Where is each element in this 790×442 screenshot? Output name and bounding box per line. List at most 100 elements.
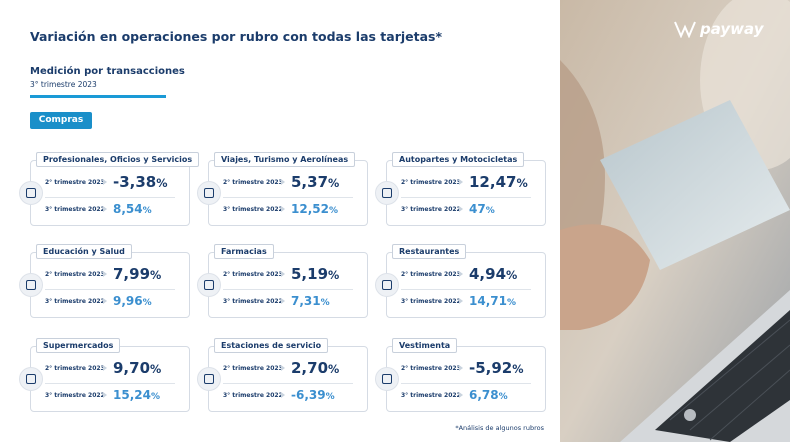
value-unit: % [142, 206, 152, 216]
sector-icon [375, 181, 399, 205]
value-unit: % [506, 298, 516, 308]
row-label: 2° trimestre 2023 [401, 179, 461, 186]
sector-card: Educación y Salud 2° trimestre 2023 7,99% 3… [19, 244, 190, 318]
value-unit: % [150, 269, 162, 282]
footnote: *Análisis de algunos rubros [455, 424, 544, 432]
row-value: 12,47% [469, 173, 528, 191]
logo: payway [700, 20, 764, 38]
row-arrow [281, 179, 285, 185]
row-arrow [103, 365, 107, 371]
value-number: 47 [469, 202, 486, 216]
card-title: Estaciones de servicio [214, 338, 329, 353]
sector-card: Vestimenta 2° trimestre 2023 -5,92% 3° trim… [375, 338, 546, 412]
sector-icon [19, 367, 43, 391]
row-arrow [103, 206, 107, 212]
value-unit: % [320, 298, 330, 308]
value-unit: % [150, 392, 160, 402]
underline [30, 95, 166, 98]
row-arrow [459, 298, 463, 304]
row-label: 3° trimestre 2022 [223, 298, 283, 305]
value-number: 12,47 [469, 173, 517, 191]
sector-icon [19, 181, 43, 205]
category-button[interactable]: Compras [30, 112, 92, 129]
row-value: -3,38% [113, 173, 168, 191]
logo-mark [674, 21, 696, 38]
sector-card: Supermercados 2° trimestre 2023 9,70% 3° tr… [19, 338, 190, 412]
card-title: Vestimenta [392, 338, 458, 353]
row-value: 7,31% [291, 294, 330, 308]
row-value: 9,96% [113, 294, 152, 308]
divider [401, 289, 531, 290]
card-title: Autopartes y Motocicletas [392, 152, 525, 167]
divider [223, 197, 353, 198]
card-title: Educación y Salud [36, 244, 132, 259]
sector-icon [375, 273, 399, 297]
row-label: 2° trimestre 2023 [45, 365, 105, 372]
divider [223, 383, 353, 384]
divider [401, 383, 531, 384]
sector-card: Farmacias 2° trimestre 2023 5,19% 3° trimes… [197, 244, 368, 318]
value-unit: % [506, 269, 518, 282]
period: 3° trimestre 2023 [30, 80, 97, 89]
sector-card: Viajes, Turismo y Aerolíneas 2° trimestre… [197, 152, 368, 226]
sector-card: Restaurantes 2° trimestre 2023 4,94% 3° tri… [375, 244, 546, 318]
sector-icon [197, 367, 221, 391]
value-number: 5,19 [291, 265, 329, 283]
value-number: 12,52 [291, 202, 329, 216]
value-unit: % [498, 392, 508, 402]
icon-glyph [26, 374, 36, 384]
value-number: -5,92 [469, 359, 513, 377]
row-value: 12,52% [291, 202, 338, 216]
row-label: 2° trimestre 2023 [401, 271, 461, 278]
value-unit: % [142, 298, 152, 308]
icon-glyph [382, 280, 392, 290]
value-number: -3,38 [113, 173, 157, 191]
value-number: 15,24 [113, 388, 151, 402]
row-value: 8,54% [113, 202, 152, 216]
value-number: 7,99 [113, 265, 151, 283]
value-unit: % [150, 363, 162, 376]
row-arrow [281, 392, 285, 398]
row-label: 2° trimestre 2023 [45, 271, 105, 278]
icon-glyph [26, 188, 36, 198]
row-value: -5,92% [469, 359, 524, 377]
value-unit: % [325, 392, 335, 402]
row-label: 2° trimestre 2023 [223, 271, 283, 278]
row-label: 2° trimestre 2023 [401, 365, 461, 372]
photo [560, 0, 790, 442]
icon-glyph [382, 374, 392, 384]
value-number: 4,94 [469, 265, 507, 283]
value-unit: % [328, 363, 340, 376]
value-number: 5,37 [291, 173, 329, 191]
sector-icon [197, 181, 221, 205]
icon-glyph [382, 188, 392, 198]
row-label: 3° trimestre 2022 [401, 298, 461, 305]
sector-icon [375, 367, 399, 391]
row-arrow [459, 365, 463, 371]
divider [223, 289, 353, 290]
row-value: 15,24% [113, 388, 160, 402]
value-unit: % [156, 177, 168, 190]
value-number: 14,71 [469, 294, 507, 308]
value-number: 9,70 [113, 359, 151, 377]
icon-glyph [204, 280, 214, 290]
row-arrow [459, 206, 463, 212]
value-unit: % [328, 177, 340, 190]
row-arrow [281, 365, 285, 371]
row-label: 3° trimestre 2022 [401, 206, 461, 213]
row-value: 4,94% [469, 265, 517, 283]
row-value: 2,70% [291, 359, 339, 377]
row-label: 3° trimestre 2022 [45, 392, 105, 399]
value-number: 6,78 [469, 388, 499, 402]
divider [401, 197, 531, 198]
sector-card: Profesionales, Oficios y Servicios 2° tri… [19, 152, 200, 226]
row-value: 5,37% [291, 173, 339, 191]
value-number: 2,70 [291, 359, 329, 377]
icon-glyph [204, 188, 214, 198]
value-unit: % [328, 269, 340, 282]
title: Variación en operaciones por rubro con t… [30, 29, 443, 44]
card-title: Supermercados [36, 338, 121, 353]
row-label: 2° trimestre 2023 [223, 365, 283, 372]
value-number: -6,39 [291, 388, 326, 402]
row-arrow [459, 392, 463, 398]
